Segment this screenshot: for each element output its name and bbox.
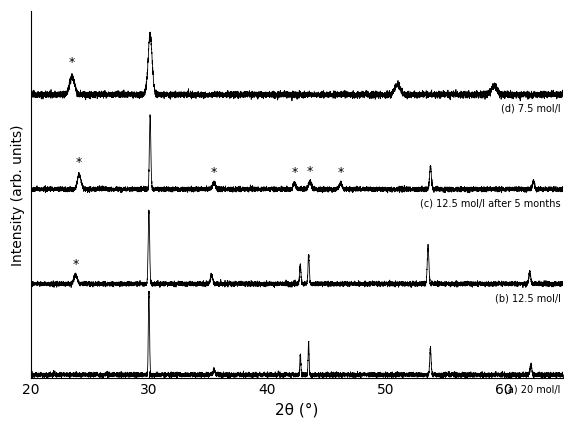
X-axis label: 2θ (°): 2θ (°) xyxy=(275,403,319,418)
Text: (a) 20 mol/l: (a) 20 mol/l xyxy=(504,384,561,394)
Y-axis label: Intensity (arb. units): Intensity (arb. units) xyxy=(11,124,25,266)
Text: (b) 12.5 mol/l: (b) 12.5 mol/l xyxy=(495,293,561,303)
Text: *: * xyxy=(69,56,75,69)
Text: *: * xyxy=(72,257,79,271)
Text: *: * xyxy=(338,166,344,179)
Text: *: * xyxy=(307,165,313,178)
Text: *: * xyxy=(76,156,82,169)
Text: (c) 12.5 mol/l after 5 months: (c) 12.5 mol/l after 5 months xyxy=(420,199,561,208)
Text: *: * xyxy=(211,166,217,179)
Text: (d) 7.5 mol/l: (d) 7.5 mol/l xyxy=(501,104,561,114)
Text: *: * xyxy=(291,166,297,179)
